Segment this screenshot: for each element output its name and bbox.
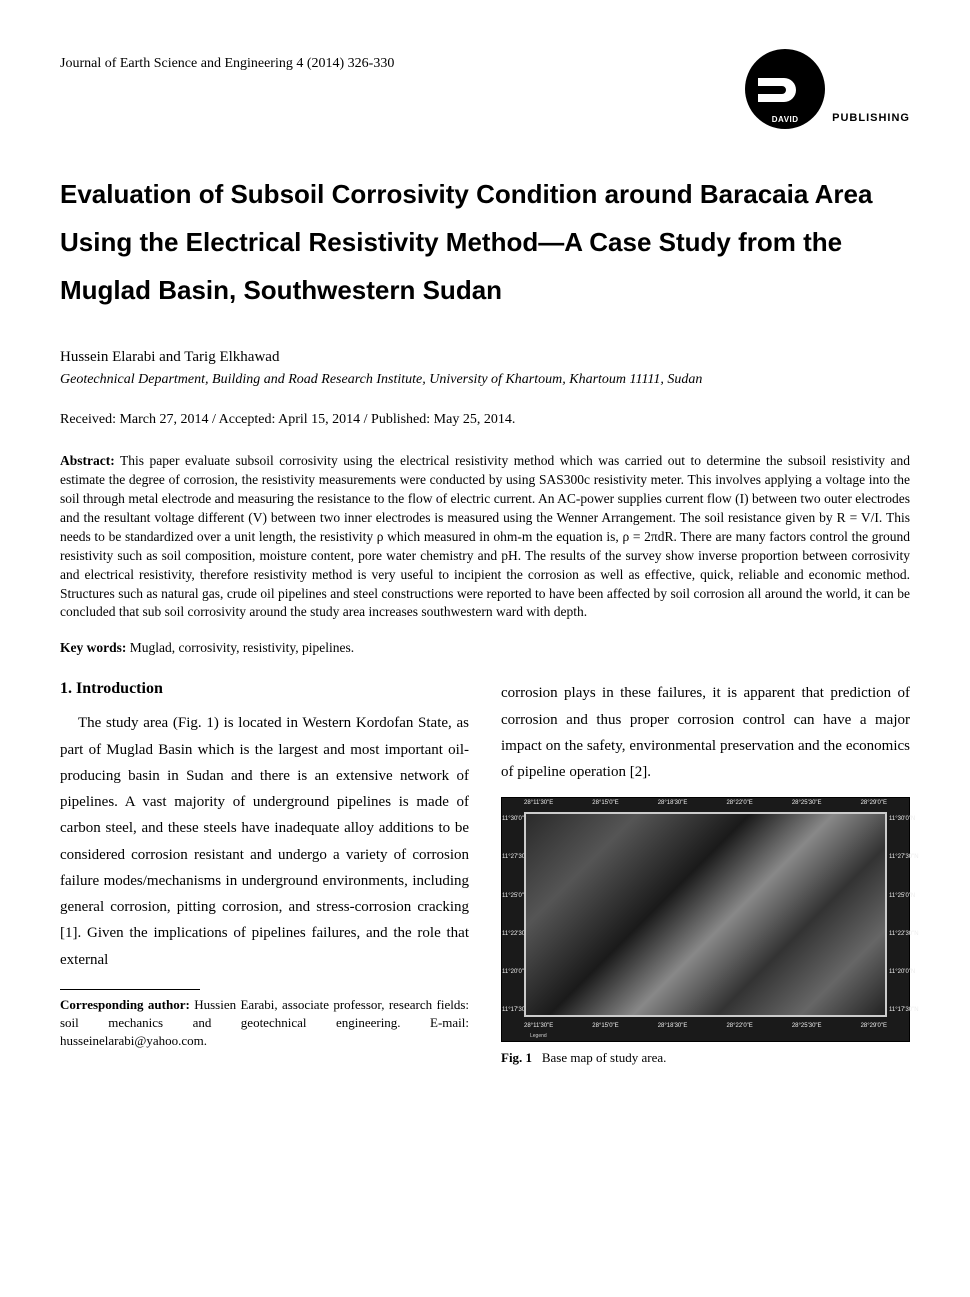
- map-legend: Legend: [530, 1033, 547, 1039]
- figure-caption-text: Base map of study area.: [542, 1050, 667, 1065]
- publisher-logo: DAVID PUBLISHING: [744, 48, 910, 130]
- figure-caption-label: Fig. 1: [501, 1050, 532, 1065]
- footnote-divider: [60, 989, 200, 990]
- corresponding-author-footnote: Corresponding author: Hussien Earabi, as…: [60, 996, 469, 1051]
- left-column: 1. Introduction The study area (Fig. 1) …: [60, 680, 469, 1066]
- journal-info: Journal of Earth Science and Engineering…: [60, 48, 394, 72]
- intro-paragraph-1: The study area (Fig. 1) is located in We…: [60, 710, 469, 973]
- publisher-text: PUBLISHING: [832, 112, 910, 130]
- map-coords-right: 11°30'0"N 11°27'30"N 11°25'0"N 11°22'30"…: [889, 816, 909, 1013]
- right-column: corrosion plays in these failures, it is…: [501, 680, 910, 1066]
- map-coords-bottom: 28°11'30"E 28°15'0"E 28°18'30"E 28°22'0"…: [524, 1023, 887, 1029]
- logo-label: DAVID: [772, 115, 799, 124]
- publication-dates: Received: March 27, 2014 / Accepted: Apr…: [60, 412, 910, 428]
- abstract-text: This paper evaluate subsoil corrosivity …: [60, 453, 910, 619]
- page-header: Journal of Earth Science and Engineering…: [60, 48, 910, 130]
- keywords-label: Key words:: [60, 640, 126, 655]
- keywords: Key words: Muglad, corrosivity, resistiv…: [60, 640, 910, 656]
- intro-paragraph-2: corrosion plays in these failures, it is…: [501, 680, 910, 785]
- section-heading: 1. Introduction: [60, 680, 469, 698]
- logo-icon: DAVID: [744, 48, 826, 130]
- map-coords-top: 28°11'30"E 28°15'0"E 28°18'30"E 28°22'0"…: [524, 800, 887, 806]
- abstract: Abstract: This paper evaluate subsoil co…: [60, 452, 910, 622]
- figure-1: 28°11'30"E 28°15'0"E 28°18'30"E 28°22'0"…: [501, 797, 910, 1066]
- abstract-label: Abstract:: [60, 453, 115, 468]
- map-image: 28°11'30"E 28°15'0"E 28°18'30"E 28°22'0"…: [501, 797, 910, 1042]
- paper-title: Evaluation of Subsoil Corrosivity Condit…: [60, 170, 910, 314]
- map-satellite-view: [524, 812, 887, 1017]
- keywords-text: Muglad, corrosivity, resistivity, pipeli…: [130, 640, 354, 655]
- authors: Hussein Elarabi and Tarig Elkhawad: [60, 349, 910, 366]
- affiliation: Geotechnical Department, Building and Ro…: [60, 372, 910, 388]
- figure-1-caption: Fig. 1 Base map of study area.: [501, 1050, 910, 1066]
- body-columns: 1. Introduction The study area (Fig. 1) …: [60, 680, 910, 1066]
- footnote-label: Corresponding author:: [60, 997, 190, 1012]
- map-coords-left: 11°30'0"N 11°27'30"N 11°25'0"N 11°22'30"…: [502, 816, 522, 1013]
